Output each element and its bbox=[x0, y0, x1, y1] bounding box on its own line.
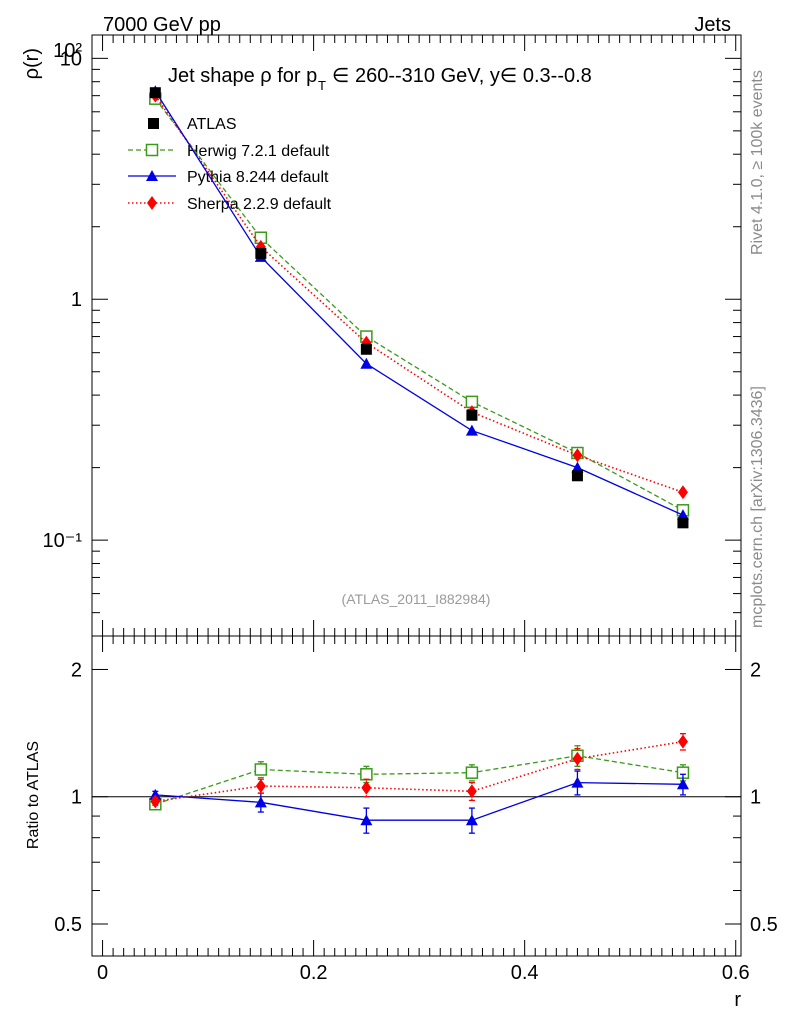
legend-label-pythia: Pythia 8.244 default bbox=[187, 169, 329, 186]
ratio-ytick-label: 0.5 bbox=[54, 914, 82, 936]
main-point-pythia bbox=[360, 357, 373, 369]
ratio-ytick-label: 1 bbox=[71, 787, 82, 809]
legend-label-atlas: ATLAS bbox=[187, 116, 237, 133]
x-tick-label: 0.6 bbox=[722, 962, 750, 984]
main-point-pythia bbox=[571, 461, 584, 473]
main-ytick-label: 10⁻¹ bbox=[43, 530, 83, 552]
main-ytick-label: 1 bbox=[71, 289, 82, 311]
main-title: Jet shape ρ for p T ∈ 260--310 GeV, y∈ 0… bbox=[168, 65, 592, 93]
ratio-point-herwig bbox=[254, 763, 268, 776]
x-axis-label: r bbox=[734, 989, 741, 1011]
ratio-ytick-label-right: 2 bbox=[750, 659, 761, 681]
main-point-pythia bbox=[465, 424, 478, 436]
ratio-point-sherpa bbox=[255, 779, 266, 794]
title-part-1: Jet shape ρ for p bbox=[168, 65, 317, 87]
ratio-point-pythia bbox=[571, 776, 584, 788]
ratio-line-pythia bbox=[155, 781, 683, 821]
ratio-ytick-label-right: 0.5 bbox=[750, 914, 778, 936]
main-point-atlas bbox=[149, 87, 161, 99]
title-subscript: T bbox=[318, 78, 326, 93]
main-ytick-label: 10 bbox=[60, 48, 82, 70]
analysis-annotation: (ATLAS_2011_I882984) bbox=[342, 591, 491, 607]
ratio-point-pythia bbox=[676, 778, 689, 790]
ratio-ytick-label: 2 bbox=[71, 659, 82, 681]
legend-marker-sherpa bbox=[147, 196, 157, 210]
main-line-herwig bbox=[154, 98, 684, 511]
ratio-point-pythia bbox=[360, 814, 373, 826]
legend: ATLAS Herwig 7.2.1 default Pythia 8.244 … bbox=[128, 116, 332, 213]
ratio-point-sherpa bbox=[150, 794, 161, 809]
x-tick-label: 0.4 bbox=[511, 962, 539, 984]
x-tick-label: 0 bbox=[97, 962, 108, 984]
main-point-atlas bbox=[571, 470, 583, 482]
x-tick-label: 0.2 bbox=[300, 962, 328, 984]
main-line-pythia bbox=[154, 90, 684, 516]
main-point-atlas bbox=[360, 343, 372, 355]
main-point-atlas bbox=[255, 247, 267, 259]
ratio-point-herwig bbox=[360, 768, 373, 781]
ratio-line-herwig bbox=[155, 755, 684, 805]
ratio-point-sherpa bbox=[466, 784, 477, 799]
title-part-2: ∈ 260--310 GeV, y∈ 0.3--0.8 bbox=[332, 65, 592, 87]
ratio-panel-frame bbox=[91, 635, 742, 957]
legend-marker-pythia bbox=[146, 170, 158, 181]
ratio-point-sherpa bbox=[677, 734, 688, 749]
energy-label: 7000 GeV pp bbox=[103, 14, 221, 36]
category-label: Jets bbox=[694, 14, 731, 36]
ratio-point-sherpa bbox=[361, 780, 372, 795]
legend-marker-atlas bbox=[148, 118, 159, 129]
main-point-atlas bbox=[677, 517, 689, 529]
main-point-atlas bbox=[466, 409, 478, 421]
ratio-point-pythia bbox=[254, 796, 267, 808]
ratio-point-herwig bbox=[465, 766, 479, 779]
ratio-point-pythia bbox=[465, 814, 478, 826]
data-marks bbox=[149, 85, 690, 834]
main-ytick-label: 10² bbox=[53, 40, 82, 62]
legend-label-sherpa: Sherpa 2.2.9 default bbox=[187, 196, 332, 213]
ratio-ylabel: Ratio to ATLAS bbox=[25, 741, 42, 849]
legend-marker-herwig bbox=[145, 143, 159, 157]
main-ylabel: ρ(r) bbox=[21, 48, 43, 79]
main-point-sherpa bbox=[677, 485, 688, 500]
ratio-line-sherpa bbox=[155, 740, 684, 803]
rivet-label: Rivet 4.1.0, ≥ 100k events bbox=[749, 70, 766, 255]
main-point-sherpa bbox=[572, 448, 583, 463]
ratio-point-sherpa bbox=[572, 751, 583, 766]
ratio-ytick-label-right: 1 bbox=[750, 787, 761, 809]
legend-label-herwig: Herwig 7.2.1 default bbox=[187, 143, 330, 160]
mcplots-label: mcplots.cern.ch [arXiv:1306.3436] bbox=[749, 386, 766, 628]
